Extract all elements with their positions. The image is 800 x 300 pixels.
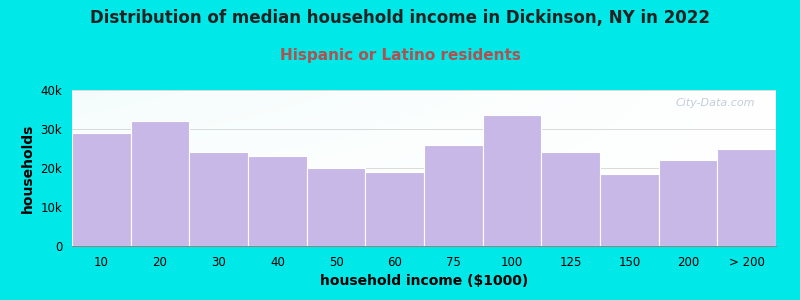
Bar — [306, 168, 366, 246]
Bar — [542, 152, 600, 246]
Bar — [248, 156, 306, 246]
Y-axis label: households: households — [21, 123, 35, 213]
Bar — [658, 160, 718, 246]
Bar — [718, 148, 776, 246]
Text: City-Data.com: City-Data.com — [675, 98, 755, 108]
Text: Distribution of median household income in Dickinson, NY in 2022: Distribution of median household income … — [90, 9, 710, 27]
Bar — [482, 115, 542, 246]
Bar — [72, 133, 130, 246]
Bar — [600, 174, 658, 246]
Bar — [366, 172, 424, 246]
X-axis label: household income ($1000): household income ($1000) — [320, 274, 528, 288]
Text: Hispanic or Latino residents: Hispanic or Latino residents — [279, 48, 521, 63]
Bar — [130, 121, 190, 246]
Bar — [424, 145, 482, 246]
Bar — [190, 152, 248, 246]
